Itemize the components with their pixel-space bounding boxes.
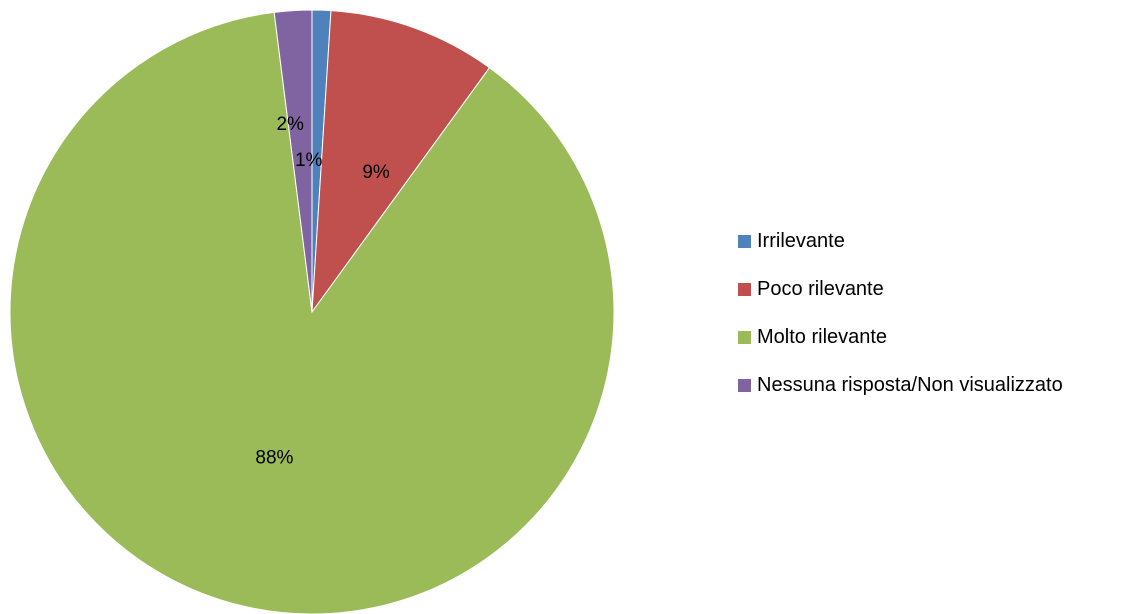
chart-legend: Irrilevante Poco rilevante Molto rilevan… xyxy=(738,228,1063,420)
data-label-molto-rilevante: 88% xyxy=(255,447,293,468)
legend-item-nessuna-risposta: Nessuna risposta/Non visualizzato xyxy=(738,372,1063,398)
pie-slice-molto-rilevante xyxy=(9,11,615,614)
legend-label-molto-rilevante: Molto rilevante xyxy=(757,325,888,348)
legend-item-molto-rilevante: Molto rilevante xyxy=(738,324,1063,350)
pie-slice-poco-rilevante xyxy=(311,10,491,314)
legend-swatch-poco-rilevante xyxy=(738,282,751,296)
legend-label-poco-rilevante: Poco rilevante xyxy=(757,277,884,300)
pie-slice-nessuna-risposta xyxy=(273,9,313,313)
data-label-poco-rilevante: 9% xyxy=(362,162,390,183)
legend-swatch-molto-rilevante xyxy=(738,330,751,344)
legend-swatch-irrilevante xyxy=(738,234,751,248)
legend-label-irrilevante: Irrilevante xyxy=(757,229,845,252)
data-label-irrilevante: 1% xyxy=(295,150,323,171)
legend-label-nessuna-risposta: Nessuna risposta/Non visualizzato xyxy=(757,373,1063,396)
data-label-nessuna-risposta: 2% xyxy=(276,114,304,135)
legend-item-irrilevante: Irrilevante xyxy=(738,228,1063,254)
legend-item-poco-rilevante: Poco rilevante xyxy=(738,276,1063,302)
legend-swatch-nessuna-risposta xyxy=(738,378,751,392)
pie-slices xyxy=(9,9,615,614)
pie-data-labels: 1% 9% 88% 2% xyxy=(255,114,390,468)
